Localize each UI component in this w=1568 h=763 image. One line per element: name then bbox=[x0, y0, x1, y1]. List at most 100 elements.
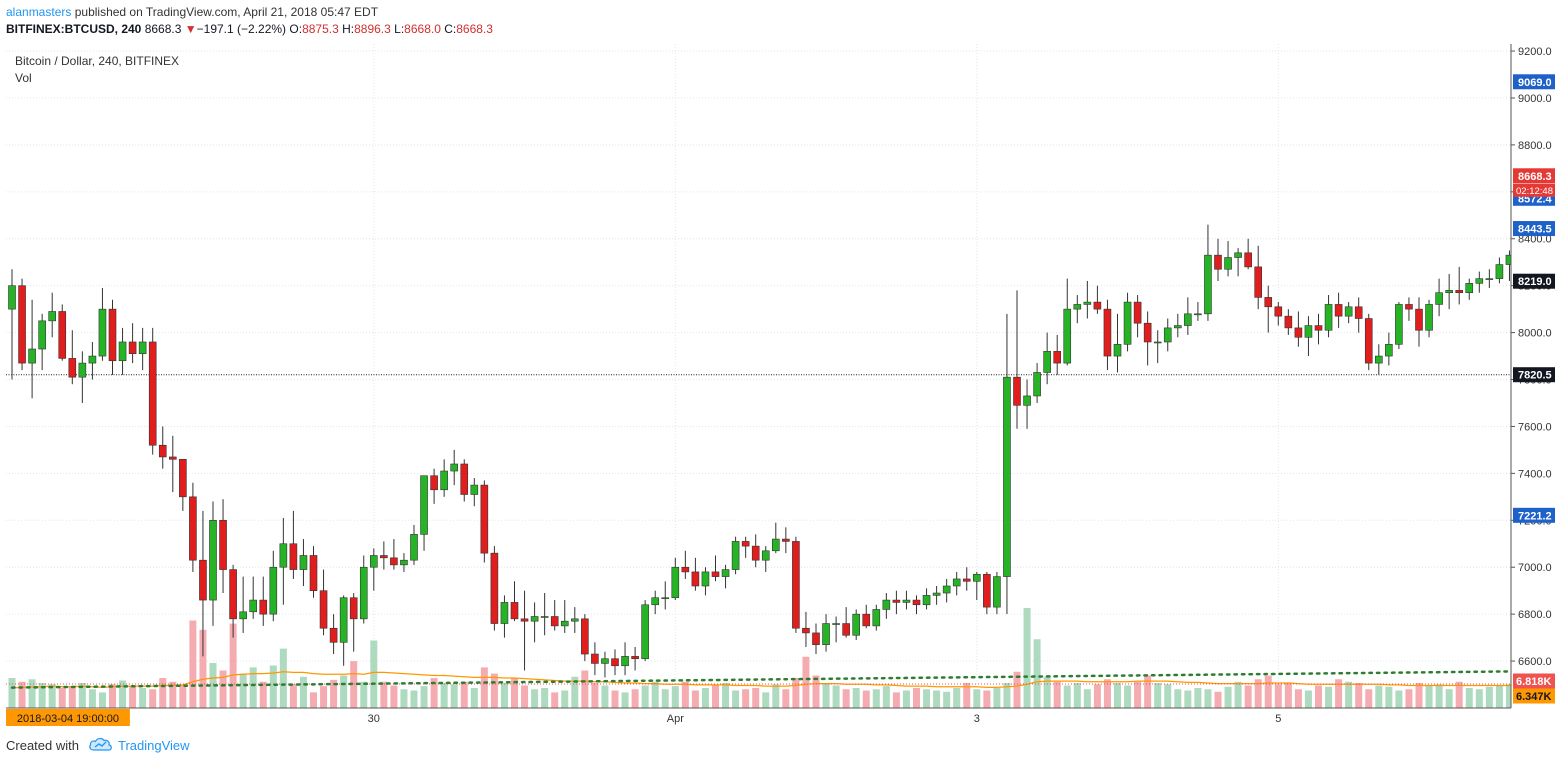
tradingview-link[interactable]: TradingView bbox=[118, 738, 190, 753]
candle-down bbox=[782, 538, 790, 542]
volume-bar bbox=[1325, 686, 1333, 708]
chart-title: Bitcoin / Dollar, 240, BITFINEX bbox=[15, 54, 179, 68]
volume-bar bbox=[58, 688, 66, 708]
time-marker-label: 2018-03-04 19:00:00 bbox=[17, 713, 119, 725]
volume-bar bbox=[48, 684, 56, 708]
high-label: H: bbox=[342, 22, 355, 36]
candle-down bbox=[681, 566, 690, 573]
volume-bar bbox=[149, 689, 157, 708]
volume-bar bbox=[1194, 688, 1202, 708]
candle-down bbox=[591, 653, 599, 664]
volume-bar bbox=[38, 683, 46, 708]
candle-down bbox=[169, 456, 177, 460]
price-chart[interactable]: 9200.09000.08800.08600.08400.08200.08000… bbox=[6, 44, 1568, 728]
volume-bar bbox=[1043, 676, 1051, 708]
volume-bar bbox=[963, 683, 971, 708]
volume-bar bbox=[651, 681, 659, 708]
volume-bar bbox=[591, 683, 599, 708]
candle-down bbox=[983, 573, 991, 608]
volume-bar bbox=[179, 685, 187, 708]
volume-bar bbox=[1355, 683, 1363, 708]
volume-bar bbox=[762, 692, 770, 708]
volume-bar bbox=[1184, 690, 1192, 708]
volume-bar bbox=[752, 688, 760, 708]
volume-bar bbox=[661, 689, 669, 708]
volume-bar bbox=[259, 681, 267, 708]
volume-bar bbox=[842, 689, 850, 708]
volume-bar bbox=[1003, 683, 1011, 708]
candle-up bbox=[48, 311, 57, 322]
candle-down bbox=[58, 311, 67, 359]
volume-bar bbox=[1254, 679, 1262, 708]
volume-bar bbox=[1053, 681, 1061, 708]
volume-bar bbox=[983, 690, 991, 708]
candle-down bbox=[179, 458, 187, 498]
candle-down bbox=[1364, 318, 1373, 364]
candle-down bbox=[631, 656, 639, 660]
volume-bar bbox=[219, 670, 227, 708]
volume-bar bbox=[631, 689, 639, 708]
price-label-bg bbox=[1513, 168, 1555, 184]
volume-bar bbox=[691, 690, 699, 708]
price-label: 9069.0 bbox=[1518, 77, 1552, 89]
volume-bar bbox=[712, 685, 719, 708]
price-tick-label: 8400.0 bbox=[1518, 234, 1552, 246]
author-link[interactable]: alanmasters bbox=[6, 5, 72, 19]
candle-up bbox=[1163, 327, 1172, 343]
price-label: 8443.5 bbox=[1518, 224, 1552, 236]
tradingview-cloud-icon[interactable] bbox=[88, 736, 114, 752]
volume-bar bbox=[511, 678, 518, 708]
candle-up bbox=[8, 285, 16, 310]
volume-bar bbox=[742, 689, 750, 708]
candle-up bbox=[359, 566, 368, 620]
volume-bar bbox=[792, 678, 800, 708]
time-tick-label: Apr bbox=[667, 713, 684, 725]
volume-bar bbox=[943, 691, 951, 708]
volume-bar bbox=[320, 686, 328, 708]
volume-bar bbox=[832, 685, 840, 708]
volume-bar bbox=[139, 688, 147, 708]
candle-up bbox=[530, 616, 539, 622]
volume-bar bbox=[1174, 689, 1182, 708]
chart-area[interactable]: 9200.09000.08800.08600.08400.08200.08000… bbox=[6, 44, 1568, 728]
candle-down bbox=[1455, 290, 1463, 294]
volume-bar bbox=[1415, 683, 1423, 708]
volume-bar bbox=[430, 678, 438, 708]
volume-bar bbox=[500, 683, 508, 708]
candle-up bbox=[671, 566, 680, 599]
price-label-bg bbox=[1513, 74, 1555, 90]
candle-up bbox=[1073, 304, 1082, 310]
candle-up bbox=[1435, 292, 1443, 305]
candle-down bbox=[1133, 301, 1142, 324]
volume-bar bbox=[129, 685, 137, 708]
candle-down bbox=[380, 555, 388, 559]
candle-down bbox=[189, 496, 197, 561]
publish-info: alanmasters published on TradingView.com… bbox=[6, 5, 378, 19]
volume-bar bbox=[1214, 691, 1222, 708]
volume-bar bbox=[1385, 686, 1393, 708]
price-label: 8668.3 bbox=[1518, 171, 1552, 183]
volume-bar bbox=[289, 684, 297, 708]
candle-up bbox=[601, 658, 609, 664]
volume-bar bbox=[460, 681, 468, 708]
volume-bar bbox=[722, 683, 730, 708]
volume-bar bbox=[310, 692, 317, 708]
candle-down bbox=[691, 571, 700, 587]
candle-down bbox=[520, 618, 529, 622]
volume-bar bbox=[953, 688, 961, 708]
symbol-label[interactable]: BITFINEX:BTCUSD, 240 bbox=[6, 22, 142, 36]
price-tick-label: 8800.0 bbox=[1518, 140, 1552, 152]
volume-bar bbox=[1093, 684, 1101, 708]
volume-bar bbox=[551, 692, 559, 708]
candle-up bbox=[1425, 304, 1433, 331]
price-axis-bg bbox=[1511, 44, 1562, 728]
candle-up bbox=[1324, 304, 1333, 331]
volume-bar bbox=[370, 640, 378, 708]
candle-up bbox=[1003, 376, 1011, 577]
volume-bar bbox=[671, 686, 679, 708]
candle-up bbox=[400, 559, 408, 566]
candle-down bbox=[128, 341, 137, 355]
price-label-bg bbox=[1513, 507, 1555, 523]
volume-bar bbox=[1234, 681, 1242, 708]
volume-bar bbox=[1435, 684, 1443, 708]
